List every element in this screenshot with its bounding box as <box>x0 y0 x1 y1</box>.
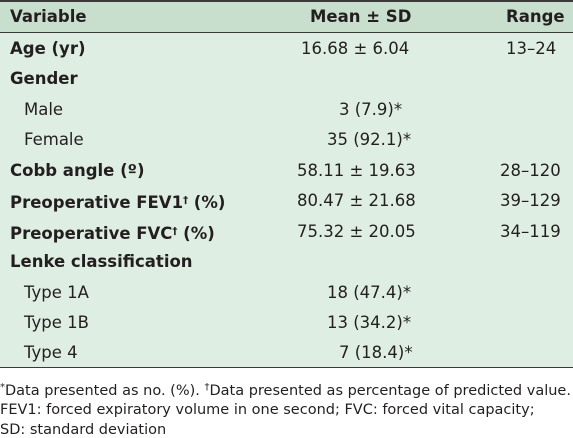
row-value-fvc: 75.32 ± 20.05 <box>297 222 416 241</box>
row-label-fvc-text: Preoperative FVC <box>10 224 173 243</box>
row-value-female: 35 (92.1)* <box>327 130 412 149</box>
row-label-fev1-mark: † <box>183 195 189 206</box>
row-range-fev1: 39–129 <box>500 191 561 210</box>
footnote-text-1: Data presented as no. (%). <box>5 383 205 399</box>
row-label-cobb-angle: Cobb angle (º) <box>10 161 145 180</box>
header-mean-sd: Mean ± SD <box>310 7 412 26</box>
row-label-fvc-suffix: (%) <box>177 224 215 243</box>
row-label-type-1b: Type 1B <box>24 313 89 332</box>
row-label-gender: Gender <box>10 69 78 88</box>
table-bottom-rule <box>0 367 573 368</box>
row-label-male: Male <box>24 100 64 119</box>
row-value-type-1a: 18 (47.4)* <box>327 283 412 302</box>
footnote-mark-dagger: † <box>204 382 210 393</box>
footnote-line-3: SD: standard deviation <box>0 422 167 438</box>
row-label-fvc-mark: † <box>172 226 178 237</box>
row-label-fev1-suffix: (%) <box>188 193 226 212</box>
table-body <box>0 0 573 367</box>
row-value-cobb-angle: 58.11 ± 19.63 <box>297 161 416 180</box>
row-range-age: 13–24 <box>506 39 557 58</box>
row-value-male: 3 (7.9)* <box>339 100 403 119</box>
row-label-female: Female <box>24 130 84 149</box>
header-variable: Variable <box>10 7 87 26</box>
row-label-age: Age (yr) <box>10 39 86 58</box>
row-label-fev1: Preoperative FEV1† (%) <box>10 191 225 213</box>
footnote-mark-asterisk: * <box>0 382 5 393</box>
row-label-lenke: Lenke classification <box>10 252 193 271</box>
row-label-type-1a: Type 1A <box>24 283 89 302</box>
row-value-fev1: 80.47 ± 21.68 <box>297 191 416 210</box>
row-value-type-4: 7 (18.4)* <box>339 343 413 362</box>
row-range-fvc: 34–119 <box>500 222 561 241</box>
footnote-text-2: Data presented as percentage of predicte… <box>209 383 571 399</box>
row-label-type-4: Type 4 <box>24 343 78 362</box>
header-range: Range <box>506 7 565 26</box>
row-label-fev1-text: Preoperative FEV1 <box>10 193 184 212</box>
footnote-line-1: *Data presented as no. (%). †Data presen… <box>0 378 573 401</box>
footnote-line-2: FEV1: forced expiratory volume in one se… <box>0 402 535 418</box>
row-value-age: 16.68 ± 6.04 <box>301 39 410 58</box>
row-value-type-1b: 13 (34.2)* <box>327 313 412 332</box>
row-label-fvc: Preoperative FVC† (%) <box>10 222 215 244</box>
table-header-row <box>0 0 573 33</box>
row-range-cobb-angle: 28–120 <box>500 161 561 180</box>
